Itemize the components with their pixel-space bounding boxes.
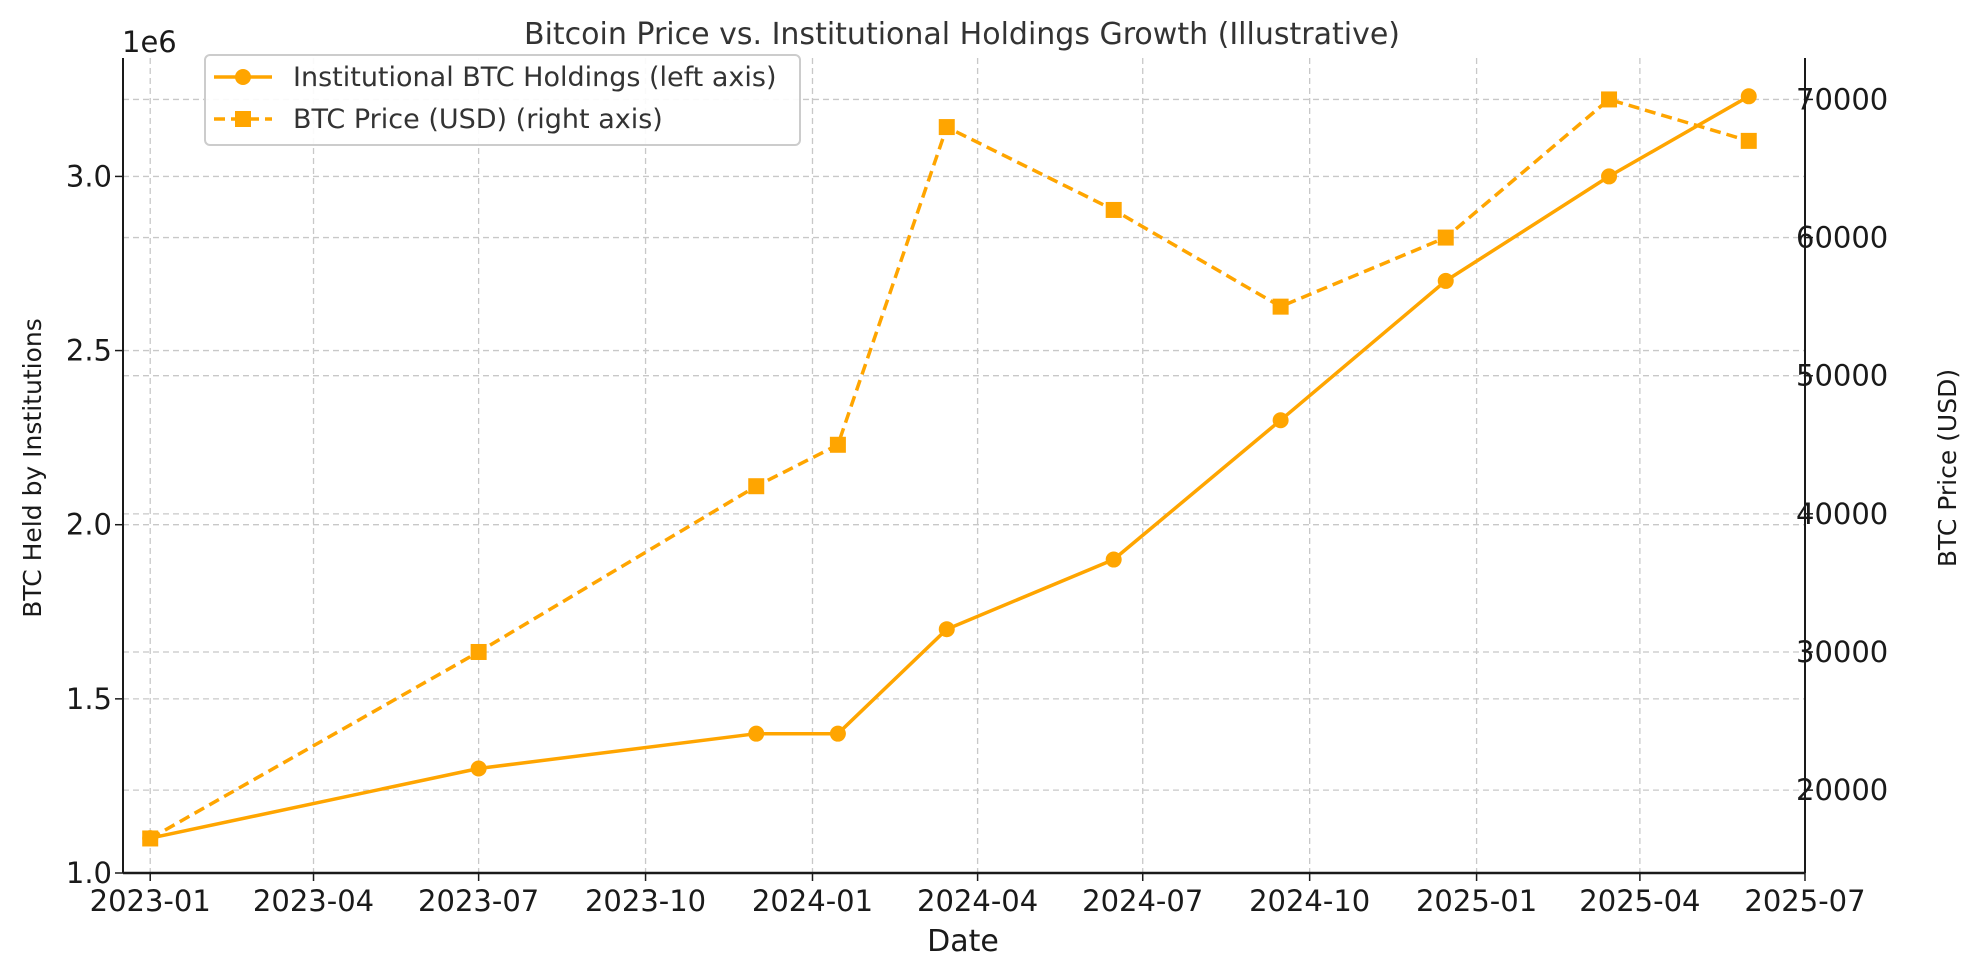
price-point bbox=[1437, 229, 1454, 246]
holdings-point bbox=[1105, 551, 1122, 568]
legend-marker-price bbox=[235, 111, 251, 127]
x-tick-label: 2025-07 bbox=[1744, 884, 1865, 918]
holdings-point bbox=[938, 621, 955, 638]
holdings-point bbox=[748, 725, 765, 742]
x-tick-label: 2025-04 bbox=[1579, 884, 1700, 918]
x-tick-label: 2023-01 bbox=[90, 884, 211, 918]
x-tick-label: 2024-04 bbox=[917, 884, 1038, 918]
price-point bbox=[470, 643, 487, 660]
x-tick-label: 2023-07 bbox=[418, 884, 539, 918]
ticks-layer: 2023-01 2023-04 2023-07 2023-10 2024-01 2024-… bbox=[66, 82, 1888, 918]
y-left-tick-label: 1.0 bbox=[66, 856, 112, 890]
price-point bbox=[1105, 201, 1122, 218]
legend-box bbox=[204, 54, 801, 146]
price-line bbox=[149, 97, 1750, 841]
y-right-tick-label: 40000 bbox=[1796, 497, 1888, 531]
price-point bbox=[1601, 91, 1618, 108]
x-tick-label: 2024-07 bbox=[1082, 884, 1203, 918]
legend-marker-holdings bbox=[235, 69, 251, 85]
legend: Institutional BTC Holdings (left axis) B… bbox=[204, 54, 801, 146]
price-point bbox=[938, 119, 955, 136]
series-layer bbox=[142, 88, 1757, 847]
grid-layer bbox=[123, 58, 1806, 874]
y-right-tick-label: 50000 bbox=[1796, 359, 1888, 393]
price-point bbox=[142, 830, 159, 847]
y-axis-right-title: BTC Price (USD) bbox=[1933, 369, 1962, 567]
holdings-point bbox=[470, 760, 487, 777]
holdings-point bbox=[829, 725, 846, 742]
holdings-point bbox=[1272, 412, 1289, 429]
y-right-tick-label: 60000 bbox=[1796, 221, 1888, 255]
y-left-tick-label: 2.0 bbox=[66, 508, 112, 542]
x-tick-label: 2023-10 bbox=[585, 884, 706, 918]
y-axis-left-multiplier: 1e6 bbox=[122, 25, 177, 59]
holdings-point bbox=[1740, 88, 1757, 105]
holdings-point bbox=[1437, 272, 1454, 289]
legend-label-holdings: Institutional BTC Holdings (left axis) bbox=[293, 62, 776, 93]
y-right-tick-label: 20000 bbox=[1796, 773, 1888, 807]
y-left-tick-label: 3.0 bbox=[66, 159, 112, 193]
y-left-tick-label: 1.5 bbox=[66, 682, 112, 716]
holdings-point bbox=[1601, 168, 1618, 185]
x-tick-label: 2024-01 bbox=[752, 884, 873, 918]
axes-layer bbox=[122, 58, 1806, 875]
price-point bbox=[748, 478, 765, 495]
x-axis-title: Date bbox=[927, 924, 999, 959]
legend-label-price: BTC Price (USD) (right axis) bbox=[293, 104, 663, 135]
x-tick-label: 2025-01 bbox=[1416, 884, 1537, 918]
y-right-tick-label: 30000 bbox=[1796, 635, 1888, 669]
x-tick-label: 2023-04 bbox=[253, 884, 374, 918]
holdings-line bbox=[149, 94, 1750, 840]
price-point bbox=[1740, 132, 1757, 149]
price-point bbox=[1272, 298, 1289, 315]
y-axis-left-title: BTC Held by Institutions bbox=[18, 318, 47, 617]
price-point bbox=[829, 436, 846, 453]
x-tick-label: 2024-10 bbox=[1249, 884, 1370, 918]
chart-title: Bitcoin Price vs. Institutional Holdings… bbox=[524, 17, 1400, 52]
y-left-tick-label: 2.5 bbox=[66, 334, 112, 368]
y-right-tick-label: 70000 bbox=[1796, 82, 1888, 116]
